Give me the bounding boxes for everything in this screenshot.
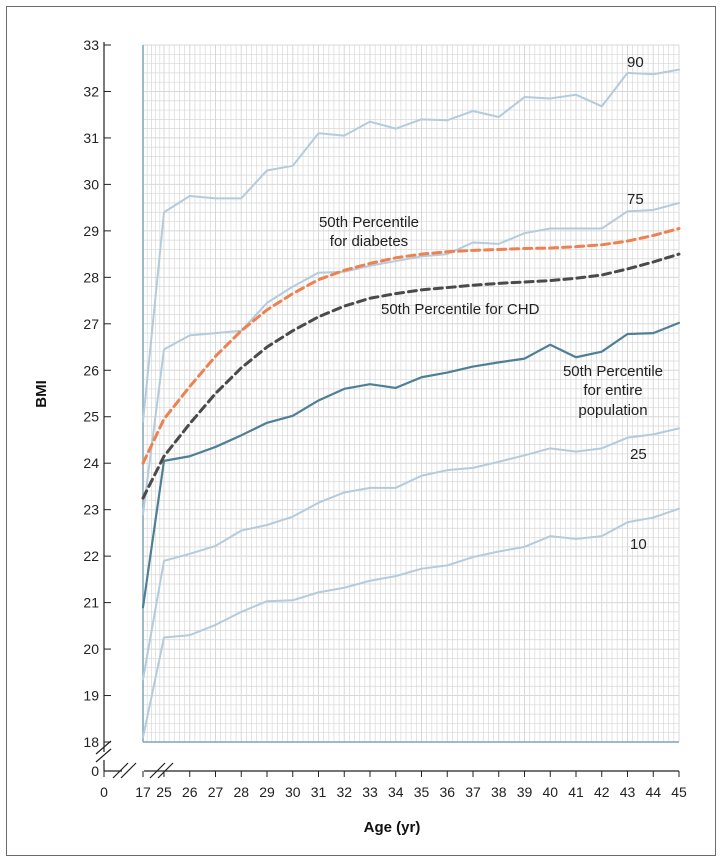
series-line-50th-percentile-for-chd — [141, 252, 681, 500]
label-90: 90 — [627, 54, 644, 71]
label-10: 10 — [630, 536, 647, 553]
y-tick-label: 29 — [83, 223, 99, 239]
series-line-90 — [142, 68, 680, 423]
x-tick-label: 31 — [311, 784, 327, 800]
y-tick-label: 33 — [83, 37, 99, 53]
series-line-25 — [142, 427, 680, 681]
y-axis-title: BMI — [33, 380, 50, 408]
label-population-line1: 50th Percentile — [563, 363, 663, 380]
series-line-50th-percentile-for-entire-population — [141, 321, 681, 609]
y-tick-label: 32 — [83, 83, 99, 99]
y-tick-label: 24 — [83, 455, 99, 471]
series-line-50th-percentile-for-diabetes — [141, 227, 681, 465]
y-tick-label: 22 — [83, 548, 99, 564]
x-tick-label: 43 — [620, 784, 636, 800]
y-tick-label: 28 — [83, 269, 99, 285]
label-chd: 50th Percentile for CHD — [381, 301, 540, 318]
x-tick-label: 33 — [362, 784, 378, 800]
y-tick-label: 19 — [83, 688, 99, 704]
y-tick-label: 21 — [83, 595, 99, 611]
label-diabetes-line1: 50th Percentile — [319, 214, 419, 231]
series — [141, 68, 681, 739]
y-axis-break-gap — [98, 752, 110, 760]
label-25: 25 — [630, 446, 647, 463]
x-tick-label: 37 — [465, 784, 481, 800]
x-axis-break-mark — [149, 762, 166, 779]
y-tick-label: 26 — [83, 362, 99, 378]
x-axis-break-mark — [120, 762, 137, 779]
x-tick-label: 27 — [208, 784, 224, 800]
x-axis-break-mark — [157, 762, 174, 779]
x-tick-label: 45 — [671, 784, 687, 800]
x-tick-label: 0 — [100, 784, 108, 800]
y-tick-label: 23 — [83, 502, 99, 518]
y-tick-label: 27 — [83, 316, 99, 332]
label-population-line3: population — [578, 402, 647, 419]
series-line-10 — [142, 507, 680, 739]
x-tick-label: 26 — [182, 784, 198, 800]
x-tick-label: 44 — [645, 784, 661, 800]
x-tick-label: 28 — [233, 784, 249, 800]
annotations: 90 75 50th Percentile for diabetes 50th … — [319, 54, 663, 553]
grid — [142, 44, 680, 743]
x-tick-label: 40 — [542, 784, 558, 800]
x-tick-label: 32 — [336, 784, 352, 800]
y-tick-label: 30 — [83, 176, 99, 192]
x-tick-label: 41 — [568, 784, 584, 800]
axes: 0 18 19 20 21 22 23 24 25 26 27 28 29 30 31 32 33 0 17 25 26… — [83, 37, 687, 800]
y-tick-label: 0 — [91, 763, 99, 779]
x-tick-label: 25 — [156, 784, 172, 800]
x-tick-label: 38 — [491, 784, 507, 800]
y-axis-break-mark — [95, 740, 112, 755]
y-tick-label: 18 — [83, 734, 99, 750]
y-axis-break-mark — [95, 748, 112, 763]
x-axis-break-gap — [122, 766, 144, 776]
series-line-75 — [142, 201, 680, 516]
label-75: 75 — [627, 191, 644, 208]
label-population-line2: for entire — [583, 382, 642, 399]
y-tick-label: 20 — [83, 641, 99, 657]
x-tick-label: 34 — [388, 784, 404, 800]
x-tick-label: 29 — [259, 784, 275, 800]
y-tick-label: 31 — [83, 130, 99, 146]
label-diabetes-line2: for diabetes — [330, 233, 408, 250]
x-tick-label: 30 — [285, 784, 301, 800]
x-tick-label: 35 — [414, 784, 430, 800]
x-tick-label: 36 — [439, 784, 455, 800]
x-tick-label: 39 — [517, 784, 533, 800]
x-tick-label: 42 — [594, 784, 610, 800]
x-tick-label: 17 — [135, 784, 151, 800]
y-tick-label: 25 — [83, 409, 99, 425]
x-axis-title: Age (yr) — [364, 819, 421, 836]
x-axis-break-mark — [112, 762, 129, 779]
